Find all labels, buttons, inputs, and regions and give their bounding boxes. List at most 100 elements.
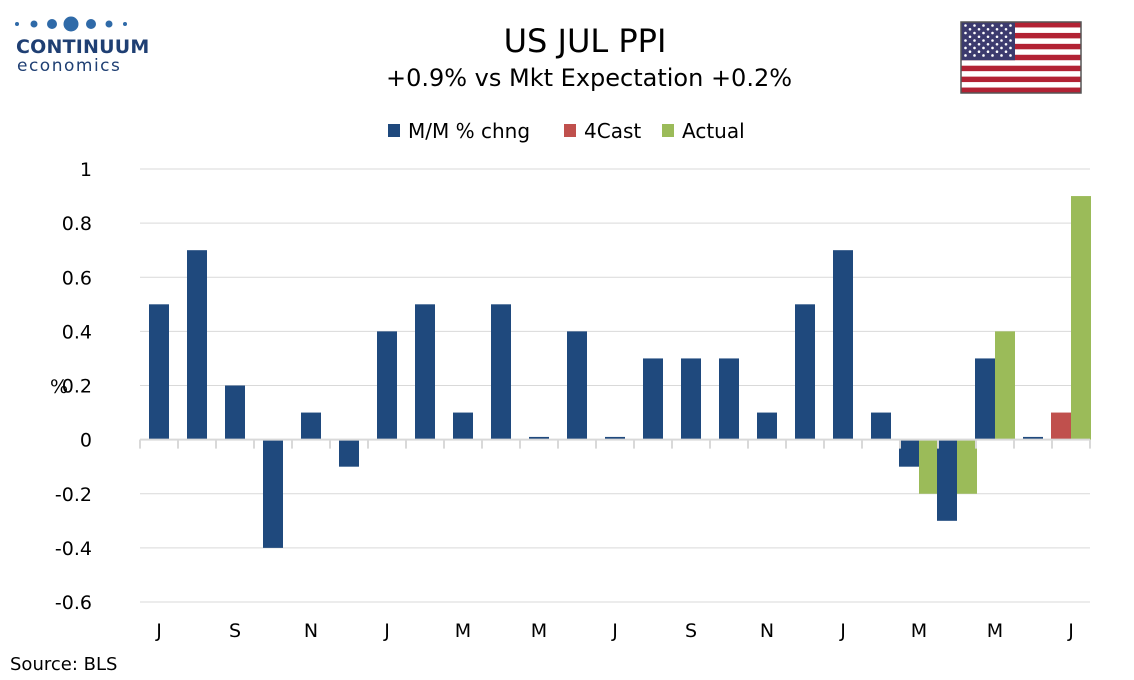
- x-tick-label: J: [155, 620, 162, 642]
- flag-star: [964, 46, 967, 50]
- bars: [149, 196, 1091, 548]
- bar-m-m-chng: [871, 412, 891, 440]
- flag-star: [973, 54, 976, 57]
- bar-m-m-chng: [643, 358, 663, 440]
- y-tick-label: 0: [80, 430, 92, 452]
- flag-star: [1004, 42, 1008, 46]
- legend-swatch: [388, 124, 400, 137]
- bar-m-m-chng: [491, 304, 511, 440]
- x-tick-label: J: [1067, 620, 1074, 642]
- bar-m-m-chng: [339, 439, 359, 467]
- x-tick-label: M: [987, 620, 1003, 642]
- bar-m-m-chng: [605, 436, 625, 440]
- flag-star: [986, 27, 990, 31]
- legend-swatch: [662, 124, 674, 137]
- flag-stripe: [961, 76, 1081, 83]
- x-tick-label: N: [760, 620, 774, 642]
- flag-stripe: [961, 87, 1081, 93]
- flag-star: [964, 31, 967, 35]
- legend-swatch: [564, 124, 576, 137]
- flag-star: [977, 42, 981, 46]
- flag-star: [964, 24, 967, 27]
- flag-stripe: [961, 22, 1081, 28]
- logo-subtitle: economics: [17, 56, 121, 76]
- x-tick-label: M: [455, 620, 471, 642]
- logo-dots: [15, 16, 127, 32]
- bar-m-m-chng: [937, 439, 957, 521]
- x-tick-label: M: [531, 620, 547, 642]
- flag-star: [1009, 31, 1012, 35]
- flag-star: [1000, 31, 1003, 35]
- bar-m-m-chng: [301, 412, 321, 440]
- bar-m-m-chng: [1023, 436, 1043, 440]
- bar-m-m-chng: [263, 439, 283, 548]
- y-tick-label: 0.2: [62, 376, 92, 398]
- bar-m-m-chng: [529, 436, 549, 440]
- flag-star: [982, 54, 985, 57]
- x-tick-label: J: [611, 620, 618, 642]
- flag-star: [991, 39, 994, 42]
- source-note: Source: BLS: [10, 654, 117, 675]
- y-tick-label: -0.2: [55, 484, 92, 506]
- flag-star: [968, 42, 972, 46]
- bar-m-m-chng: [899, 439, 919, 467]
- y-tick-label: -0.4: [55, 538, 92, 560]
- flag-star: [973, 46, 976, 50]
- chart-title: US JUL PPI: [504, 22, 667, 60]
- flag-canton: [961, 22, 1015, 61]
- bar-4cast: [1051, 412, 1071, 440]
- flag-star: [1009, 24, 1012, 27]
- flag-star: [1004, 50, 1008, 54]
- legend-label: Actual: [682, 119, 745, 143]
- logo-name: CONTINUUM: [16, 36, 150, 58]
- logo: CONTINUUM economics: [15, 16, 150, 76]
- flag-star: [991, 24, 994, 27]
- x-tick-label: M: [911, 620, 927, 642]
- flag-star: [968, 35, 972, 39]
- flag-star: [982, 39, 985, 42]
- flag-star: [1000, 24, 1003, 27]
- flag-star: [968, 27, 972, 31]
- flag-stripe: [961, 43, 1081, 50]
- bar-m-m-chng: [795, 304, 815, 440]
- flag-star: [982, 46, 985, 50]
- flag-star: [973, 24, 976, 27]
- flag-star: [1000, 39, 1003, 42]
- flag-border: [960, 21, 1082, 94]
- flag-star: [973, 31, 976, 35]
- bar-m-m-chng: [757, 412, 777, 440]
- flag-star: [986, 50, 990, 54]
- bar-actual: [1071, 196, 1091, 440]
- flag-star: [977, 27, 981, 31]
- flag-star: [991, 54, 994, 57]
- flag-stripe: [961, 32, 1081, 39]
- bar-actual: [957, 439, 977, 494]
- y-axis-label: %: [50, 376, 68, 398]
- flag-star: [1009, 54, 1012, 57]
- y-tick-label: 0.6: [62, 267, 92, 289]
- flag-star: [1009, 46, 1012, 50]
- flag-star: [968, 50, 972, 54]
- bar-m-m-chng: [453, 412, 473, 440]
- flag-star: [995, 42, 999, 46]
- bar-m-m-chng: [149, 304, 169, 440]
- x-tick-label: N: [304, 620, 318, 642]
- flag-star: [995, 27, 999, 31]
- bar-m-m-chng: [187, 250, 207, 440]
- flag-star: [1000, 54, 1003, 57]
- flag-star: [986, 42, 990, 46]
- flag-star: [977, 35, 981, 39]
- bar-m-m-chng: [567, 331, 587, 440]
- flag-star: [982, 24, 985, 27]
- y-tick-label: 0.8: [62, 213, 92, 235]
- legend-label: M/M % chng: [408, 119, 530, 143]
- legend-label: 4Cast: [584, 119, 641, 143]
- bar-m-m-chng: [681, 358, 701, 440]
- bar-m-m-chng: [225, 385, 245, 440]
- bar-m-m-chng: [719, 358, 739, 440]
- bar-m-m-chng: [833, 250, 853, 440]
- flag-star: [1000, 46, 1003, 50]
- bar-m-m-chng: [975, 358, 995, 440]
- flag-stripe: [961, 65, 1081, 72]
